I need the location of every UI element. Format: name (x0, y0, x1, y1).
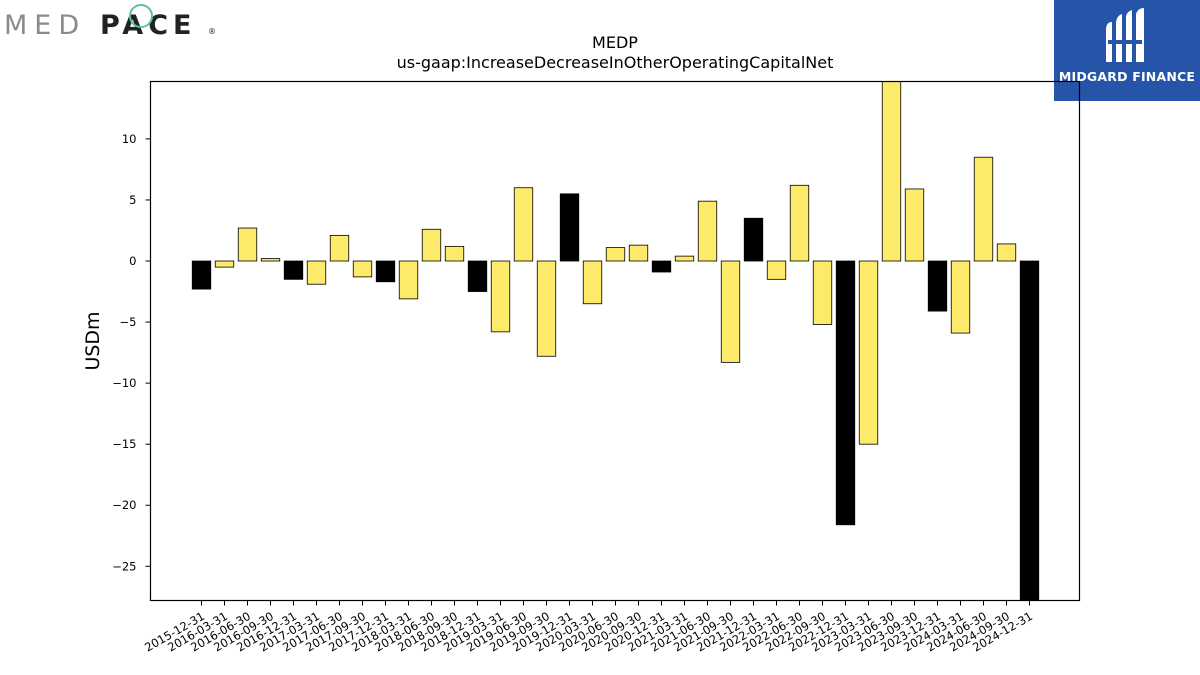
medpace-registered-mark: ® (208, 27, 216, 36)
bar-2022-03-31 (766, 260, 787, 280)
midgard-finance-logo-text: MIDGARD FINANCE (1058, 69, 1196, 84)
bar-2016-12-31 (283, 260, 304, 280)
y-tick-label: −5 (120, 315, 137, 329)
bar-2019-03-31 (490, 260, 511, 333)
medpace-logo: MED PACE ® (4, 4, 224, 41)
y-tick-label: −25 (112, 559, 136, 573)
bar-2016-06-30 (237, 227, 258, 262)
bar-2023-12-31 (927, 260, 948, 312)
bar-2021-06-30 (697, 200, 718, 262)
bar-2024-12-31 (1019, 260, 1040, 601)
bar-2023-06-30 (881, 81, 902, 262)
bar-2021-12-31 (743, 217, 764, 262)
bar-2017-09-30 (352, 260, 373, 278)
bar-2021-09-30 (720, 260, 741, 363)
bars-group (191, 81, 1040, 601)
midgard-m-logo-icon (1106, 8, 1144, 62)
y-tick-label: 10 (122, 132, 137, 146)
bar-2019-09-30 (536, 260, 557, 357)
bar-2015-12-31 (191, 260, 212, 290)
y-tick-label: −10 (112, 376, 136, 390)
y-tick-label: 0 (129, 254, 136, 268)
y-tick-label: −20 (112, 498, 136, 512)
bar-2023-03-31 (858, 260, 879, 445)
bar-2021-03-31 (674, 255, 695, 262)
bar-2019-12-31 (559, 193, 580, 262)
bar-2019-06-30 (513, 187, 534, 262)
y-tick-label: 5 (129, 193, 136, 207)
bar-2020-09-30 (628, 244, 649, 262)
medpace-logo-mark: MED PACE ® (4, 4, 216, 41)
medpace-logo-text-light: MED (4, 10, 86, 40)
bar-2016-03-31 (214, 260, 235, 268)
medpace-logo-ring (129, 4, 153, 28)
chart-subtitle: us-gaap:IncreaseDecreaseInOtherOperating… (397, 53, 834, 72)
bar-2017-03-31 (306, 260, 327, 285)
bar-2018-12-31 (467, 260, 488, 292)
y-tick-label: −15 (112, 437, 136, 451)
bar-2017-06-30 (329, 234, 350, 262)
bar-2018-06-30 (421, 228, 442, 262)
bar-2022-12-31 (835, 260, 856, 526)
bar-2024-06-30 (973, 156, 994, 262)
x-axis: 2015-12-312016-03-312016-06-302016-09-30… (142, 600, 1035, 655)
bar-2022-09-30 (812, 260, 833, 325)
bar-2016-09-30 (260, 258, 281, 262)
y-axis: 10 5 0 −5 −10 −15 −20 −25 (112, 132, 151, 573)
chart-title: MEDP (592, 33, 638, 52)
bar-2020-03-31 (582, 260, 603, 305)
bar-2018-03-31 (398, 260, 419, 300)
bar-2020-12-31 (651, 260, 672, 273)
y-axis-label: USDm (82, 311, 104, 370)
bar-2024-03-31 (950, 260, 971, 334)
bar-2020-06-30 (605, 247, 626, 262)
bar-2022-06-30 (789, 184, 810, 262)
bar-2017-12-31 (375, 260, 396, 283)
bar-2018-09-30 (444, 245, 465, 262)
bar-2024-09-30 (996, 243, 1017, 262)
midgard-finance-logo: MIDGARD FINANCE (1054, 0, 1200, 101)
bar-2023-09-30 (904, 188, 925, 262)
plot-frame (149, 80, 1081, 602)
